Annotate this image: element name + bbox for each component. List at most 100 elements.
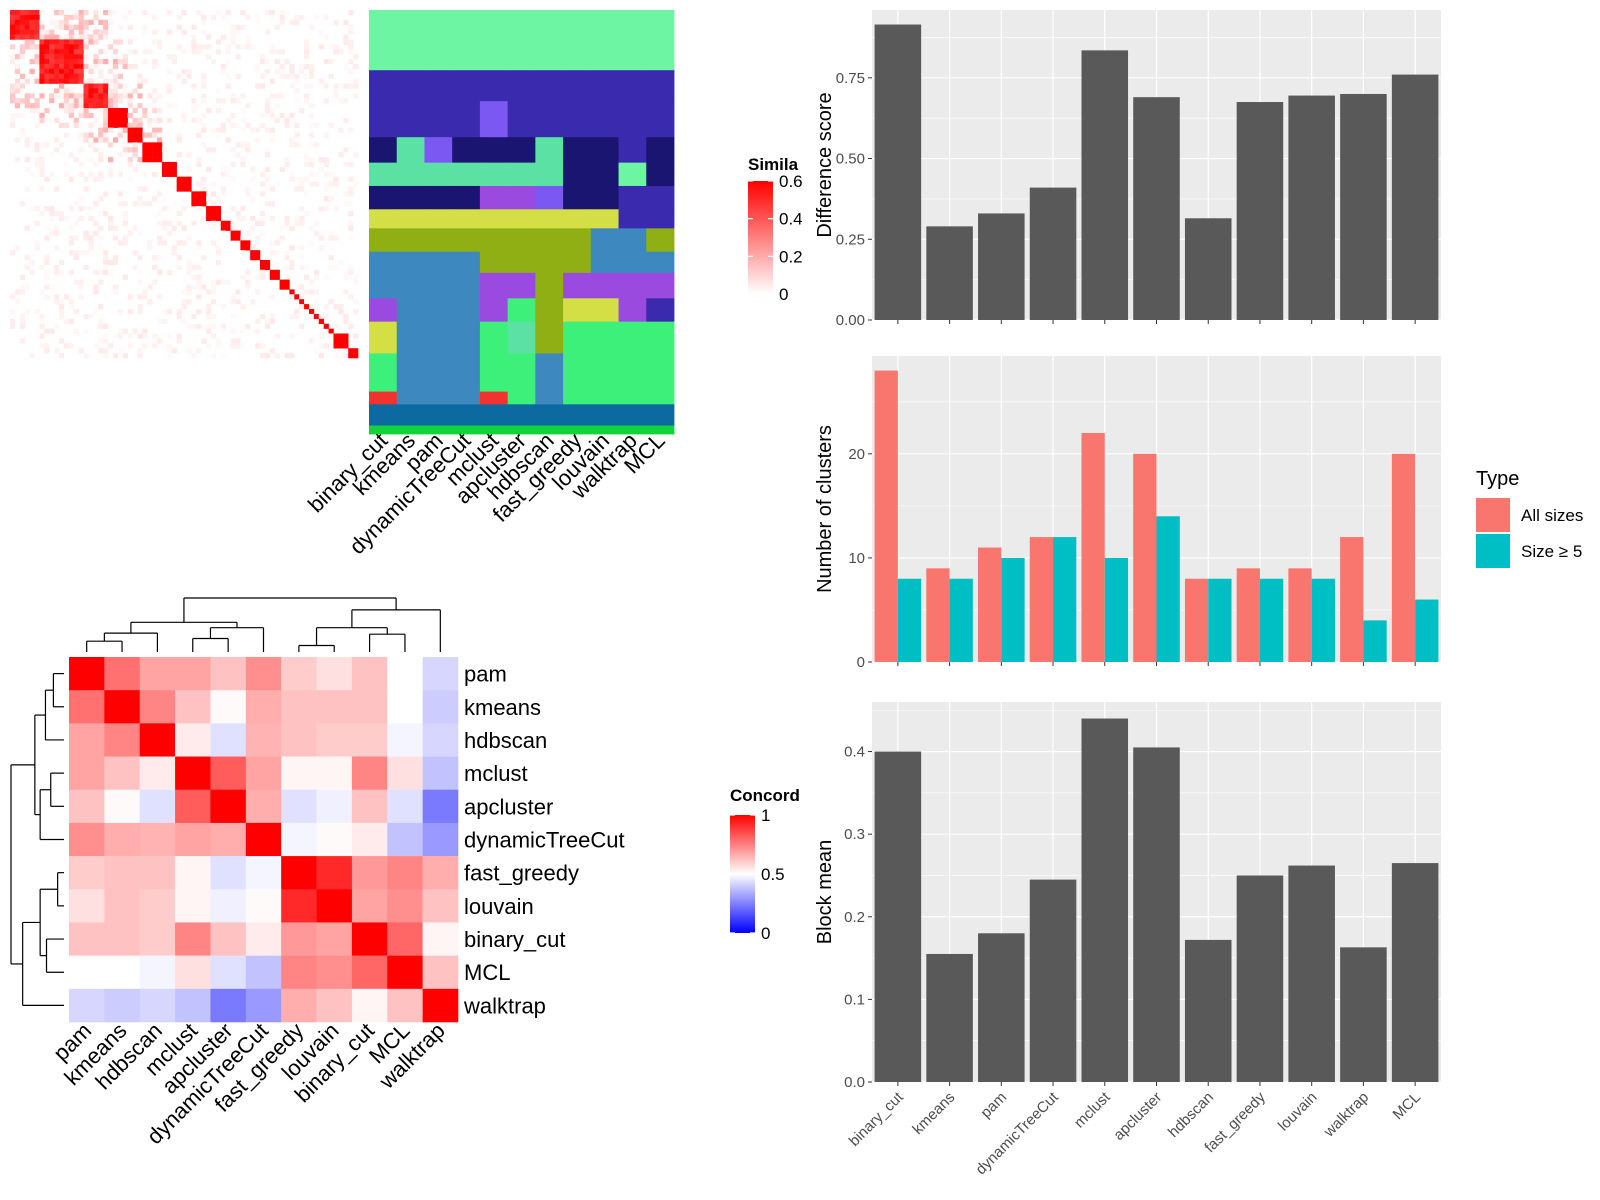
similarity-cell xyxy=(343,269,349,275)
cluster-cell xyxy=(452,272,481,299)
similarity-cell xyxy=(88,83,94,89)
similarity-cell xyxy=(78,44,84,50)
similarity-cell xyxy=(299,304,305,310)
similarity-cell xyxy=(206,304,212,310)
similarity-cell xyxy=(73,73,79,79)
similarity-cell xyxy=(14,14,21,21)
similarity-cell xyxy=(264,59,271,65)
similarity-cell xyxy=(132,122,138,128)
similarity-cell xyxy=(318,44,324,50)
similarity-cell xyxy=(137,255,143,261)
similarity-cell xyxy=(264,166,271,173)
cluster-cell xyxy=(396,162,425,187)
similarity-cell xyxy=(304,289,310,295)
similarity-cell xyxy=(274,274,280,280)
cluster-cell xyxy=(535,162,564,187)
similarity-cell xyxy=(93,289,99,295)
bar xyxy=(1133,747,1180,1082)
concordance-cell xyxy=(387,723,423,757)
similarity-cell xyxy=(83,108,89,114)
similarity-cell xyxy=(338,98,344,104)
similarity-cell xyxy=(284,269,290,275)
similarity-cell xyxy=(328,328,334,334)
similarity-cell xyxy=(44,63,50,70)
similarity-cell xyxy=(29,259,35,266)
similarity-cell xyxy=(34,103,40,109)
similarity-cell xyxy=(98,318,104,324)
similarity-cell xyxy=(59,73,65,79)
similarity-cell xyxy=(10,122,16,128)
similarity-cell xyxy=(157,338,163,344)
similarity-cell xyxy=(98,98,104,104)
similarity-cell xyxy=(108,117,114,124)
cluster-cell xyxy=(369,70,398,102)
similarity-cell xyxy=(73,78,79,84)
concordance-cell xyxy=(175,856,211,890)
similarity-cell xyxy=(313,122,320,128)
cluster-cell xyxy=(618,209,647,229)
similarity-cell xyxy=(73,14,79,21)
similarity-cell xyxy=(39,161,45,168)
similarity-cell xyxy=(137,353,143,359)
similarity-cell xyxy=(201,122,207,128)
similarity-cell xyxy=(230,338,236,344)
similarity-cell xyxy=(245,323,251,329)
similarity-cell xyxy=(19,284,25,290)
similarity-cell xyxy=(127,49,133,55)
similarity-cell xyxy=(255,19,261,25)
similarity-cell xyxy=(186,152,192,158)
similarity-cell xyxy=(171,225,177,231)
similarity-cell xyxy=(225,220,231,226)
similarity-matrix xyxy=(10,10,359,359)
similarity-cell xyxy=(98,19,104,25)
similarity-cell xyxy=(19,318,25,324)
concordance-cell xyxy=(387,756,423,791)
similarity-cell xyxy=(152,14,158,21)
cluster-cell xyxy=(369,272,398,299)
cluster-cell xyxy=(618,298,647,323)
cluster-cell xyxy=(396,137,425,164)
similarity-cell xyxy=(294,122,300,128)
similarity-cell xyxy=(157,142,163,148)
similarity-cell xyxy=(210,14,217,21)
similarity-cell xyxy=(274,68,280,75)
similarity-cell xyxy=(191,24,197,30)
concordance-cell xyxy=(139,955,176,990)
similarity-cell xyxy=(210,220,217,226)
similarity-cell xyxy=(137,103,143,109)
similarity-cell xyxy=(333,44,339,50)
similarity-cell xyxy=(328,299,334,305)
similarity-cell xyxy=(299,284,305,290)
similarity-cell xyxy=(39,78,45,84)
similarity-cell xyxy=(323,186,329,192)
cluster-cell xyxy=(563,137,592,164)
similarity-cell xyxy=(338,308,344,315)
cluster-cell xyxy=(452,298,481,323)
similarity-cell xyxy=(304,304,310,310)
similarity-cell xyxy=(93,93,99,99)
similarity-cell xyxy=(108,166,114,173)
similarity-cell xyxy=(313,274,320,280)
similarity-cell xyxy=(348,44,354,50)
similarity-cell xyxy=(98,225,104,231)
similarity-cell xyxy=(78,206,84,212)
similarity-cell xyxy=(39,264,45,271)
cluster-cell xyxy=(452,10,481,71)
similarity-cell xyxy=(122,54,128,60)
similarity-cell xyxy=(14,157,21,163)
similarity-cell xyxy=(34,54,40,60)
similarity-cell xyxy=(206,289,212,295)
similarity-cell xyxy=(343,191,349,197)
similarity-cell xyxy=(240,240,246,246)
similarity-cell xyxy=(88,171,94,177)
similarity-cell xyxy=(98,137,104,143)
similarity-cell xyxy=(93,103,99,109)
similarity-cell xyxy=(304,98,310,104)
cluster-cell xyxy=(590,209,619,229)
similarity-cell xyxy=(250,250,256,256)
similarity-cell xyxy=(333,304,339,310)
concordance-cell xyxy=(104,657,141,691)
similarity-cell xyxy=(112,112,119,119)
similarity-cell xyxy=(59,269,65,275)
similarity-cell xyxy=(78,132,84,138)
